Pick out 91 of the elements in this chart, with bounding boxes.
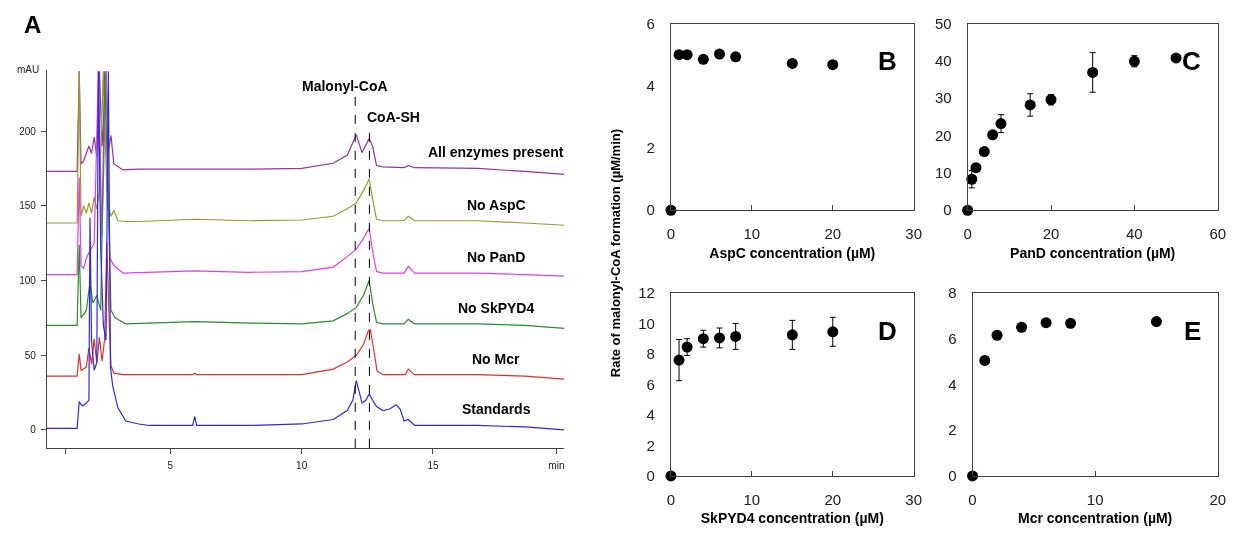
- point: [730, 51, 742, 63]
- y-tick-label: 20: [934, 126, 952, 144]
- x-tick-label: 10: [1086, 490, 1104, 508]
- y-tick-label: 0: [943, 201, 952, 219]
- x-tick-label: 0: [963, 225, 972, 243]
- point: [1016, 321, 1028, 333]
- y-tick-label: 4: [646, 77, 655, 95]
- point: [697, 333, 709, 345]
- point: [827, 59, 839, 71]
- text: E: [1184, 316, 1202, 346]
- y-tick-label: 2: [646, 436, 655, 454]
- text: D: [878, 316, 897, 346]
- x-tick-label: 20: [1209, 490, 1227, 508]
- point: [730, 330, 742, 342]
- ref-line-label: CoA-SH: [367, 109, 420, 125]
- y-axis-title: mAU: [17, 64, 40, 75]
- x-tick-label: 20: [1042, 225, 1060, 243]
- text: B: [878, 46, 897, 76]
- y-tick-label: 4: [948, 375, 957, 393]
- line-series: [46, 70, 565, 226]
- x-tick-label: 10: [743, 490, 761, 508]
- x-tick-label: 15: [427, 459, 439, 471]
- point: [786, 57, 798, 69]
- series-label: All enzymes present: [428, 144, 564, 160]
- text: C: [1182, 46, 1201, 76]
- y-tick-label: 12: [638, 284, 655, 302]
- y-tick-label: 50: [934, 14, 952, 32]
- series-label: No Mcr: [472, 351, 520, 367]
- series-label: No AspC: [467, 197, 526, 213]
- line-series: [46, 241, 565, 380]
- x-tick-label: 5: [167, 459, 174, 471]
- y-tick-label: 200: [19, 125, 37, 137]
- line-series: [46, 70, 565, 431]
- y-tick-label: 2: [646, 139, 655, 157]
- point: [1040, 317, 1052, 329]
- point: [1024, 99, 1036, 111]
- x-axis-title: AspC concentration (µM): [709, 244, 876, 261]
- x-tick-label: 30: [905, 225, 923, 243]
- y-tick-label: 150: [19, 200, 37, 212]
- x-tick-label: min: [548, 459, 565, 471]
- x-tick-label: 30: [905, 490, 923, 508]
- x-tick-label: 0: [968, 490, 977, 508]
- point: [970, 162, 982, 174]
- point: [697, 53, 709, 65]
- y-tick-label: 50: [24, 349, 37, 361]
- y-tick-label: 8: [646, 345, 655, 363]
- y-axis-title: Rate of malonyl-CoA formation (µM/min): [608, 128, 624, 378]
- y-tick-label: 100: [19, 275, 37, 287]
- point: [714, 48, 725, 60]
- series-label: No SkPYD4: [458, 300, 535, 316]
- x-tick-label: 40: [1126, 225, 1143, 243]
- y-tick-label: 40: [934, 52, 952, 70]
- point: [1065, 317, 1077, 329]
- y-tick-label: 10: [638, 314, 655, 332]
- x-axis-title: SkPYD4 concentration (µM): [700, 510, 884, 527]
- y-tick-label: 10: [934, 164, 952, 182]
- x-tick-label: 10: [743, 225, 761, 243]
- point: [1087, 66, 1099, 78]
- y-tick-label: 4: [646, 406, 655, 424]
- series-label: No PanD: [467, 249, 526, 265]
- point: [786, 329, 798, 341]
- x-tick-label: 20: [824, 225, 842, 243]
- line-series: [46, 70, 565, 329]
- point: [995, 118, 1007, 130]
- y-tick-label: 8: [948, 284, 957, 302]
- point: [978, 146, 990, 158]
- y-tick-label: 6: [948, 329, 957, 347]
- x-axis-title: Mcr concentration (µM): [1017, 510, 1173, 527]
- series-label: Standards: [462, 401, 531, 417]
- y-tick-label: 0: [646, 201, 655, 219]
- y-tick-label: 6: [646, 14, 655, 32]
- point: [827, 326, 839, 338]
- point: [991, 329, 1003, 341]
- point: [1170, 52, 1182, 64]
- y-tick-label: 6: [646, 375, 655, 393]
- y-tick-label: 2: [948, 421, 957, 439]
- y-tick-label: 0: [30, 424, 37, 436]
- x-tick-label: 10: [296, 459, 308, 471]
- y-tick-label: 30: [934, 89, 952, 107]
- ref-line-label: Malonyl-CoA: [302, 78, 388, 94]
- chart-title: A: [24, 11, 42, 38]
- point: [979, 354, 991, 366]
- x-axis-title: PanD concentration (µM): [1010, 244, 1176, 261]
- x-tick-label: 0: [666, 225, 676, 243]
- point: [1150, 316, 1162, 328]
- point: [714, 332, 725, 344]
- x-tick-label: 20: [824, 490, 842, 508]
- x-tick-label: 0: [666, 490, 676, 508]
- x-tick-label: 60: [1209, 225, 1227, 243]
- point: [987, 129, 999, 141]
- point: [673, 354, 685, 366]
